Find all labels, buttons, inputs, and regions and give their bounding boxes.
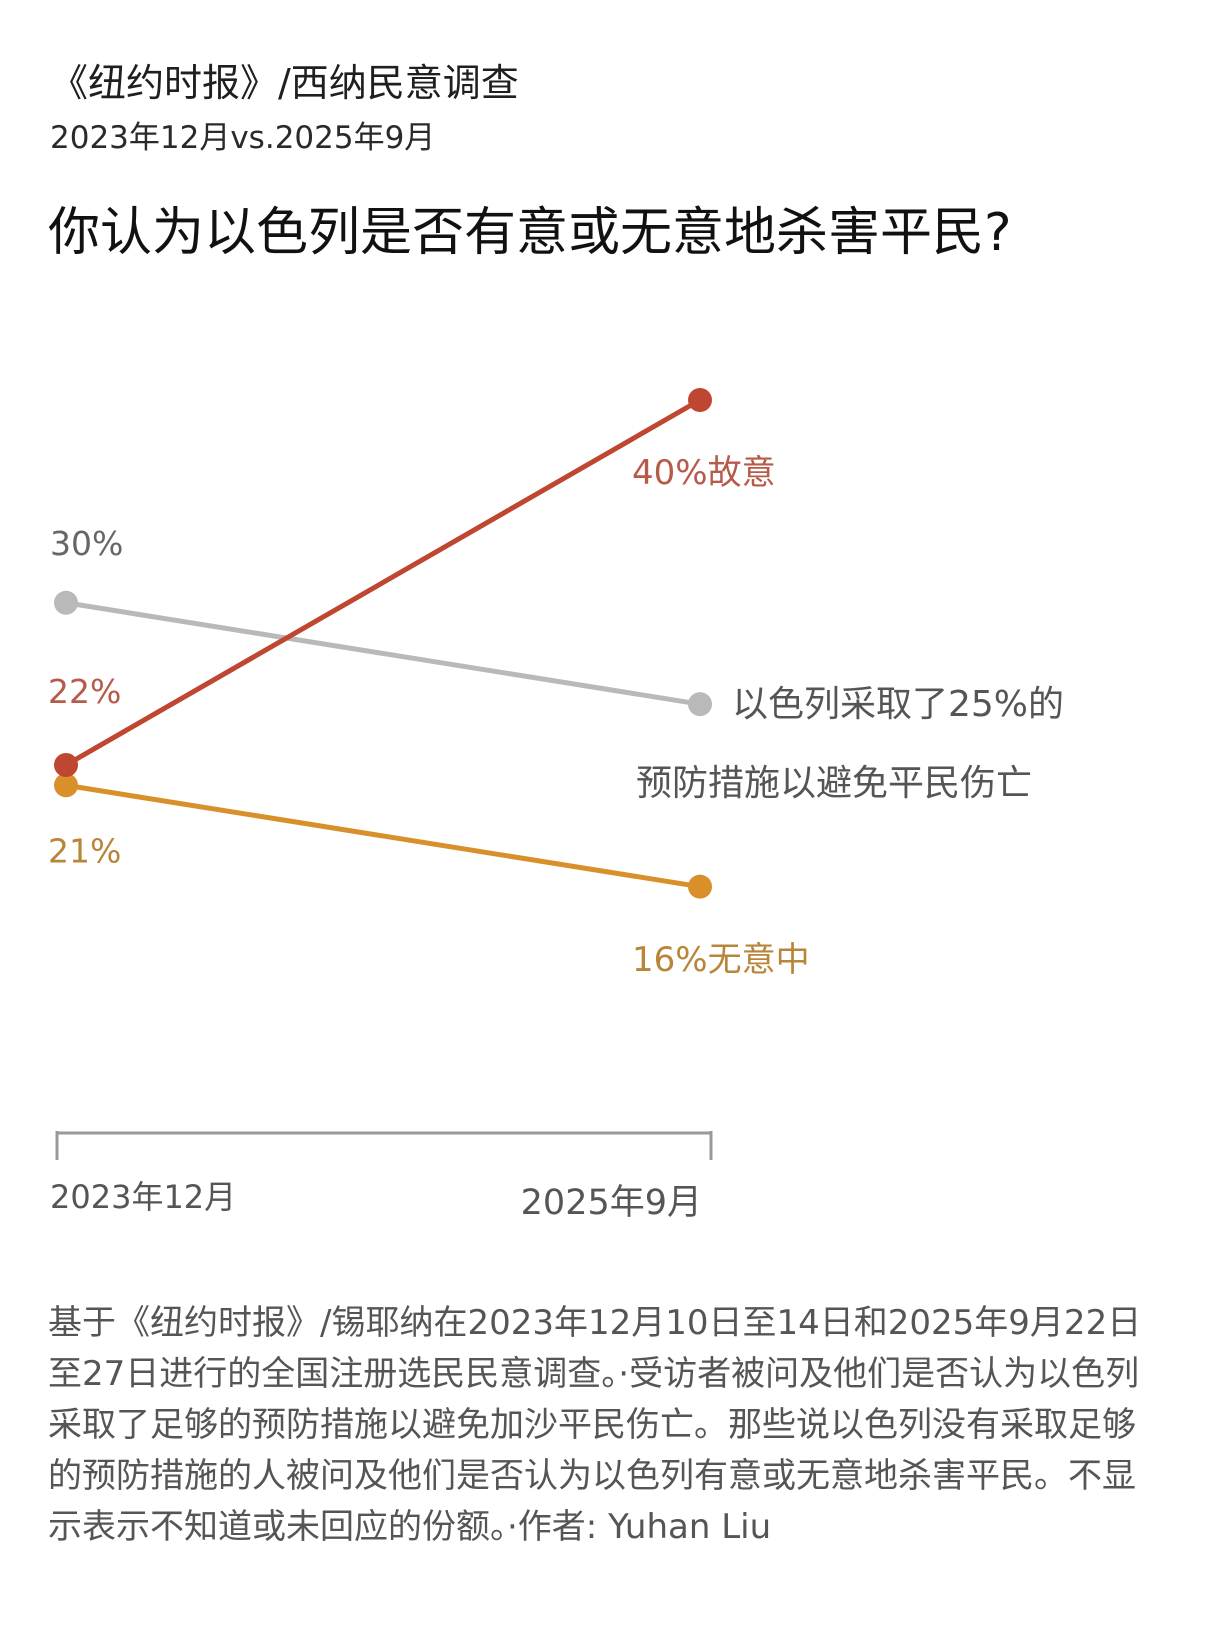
date-range-subtitle: 2023年12月vs.2025年9月 (50, 120, 436, 156)
series-line-unintentional (63, 782, 703, 890)
point-end-unintentional (688, 874, 712, 899)
source-title: 《纽约时报》/西纳民意调查 (50, 61, 519, 105)
end-label-precautions-line-2: 预防措施以避免平民伤亡 (636, 763, 1032, 804)
start-label-unintentional: 21% (48, 831, 121, 870)
point-end-intentional (688, 388, 712, 412)
end-label-intentional: 40%故意 (632, 453, 776, 493)
footnote-text: 基于《纽约时报》/锡耶纳在2023年12月10日至14日和2025年9月22日至… (48, 1303, 1142, 1547)
point-start-unintentional (54, 773, 78, 798)
series-line-intentional (63, 397, 703, 768)
chart-question-title: 你认为以色列是否有意或无意地杀害平民? (48, 203, 1012, 263)
point-start-intentional (54, 753, 78, 777)
start-label-intentional: 22% (48, 672, 121, 711)
x-tick-label-start: 2023年12月 (50, 1178, 236, 1216)
end-label-precautions-line-1: 以色列采取了25%的 (732, 684, 1064, 725)
start-label-precautions: 30% (50, 524, 123, 563)
point-end-precautions (688, 692, 712, 717)
series-line-precautions (63, 600, 703, 707)
point-start-precautions (54, 590, 78, 615)
x-tick-label-end: 2025年9月 (521, 1183, 702, 1223)
end-label-unintentional: 16%无意中 (632, 940, 810, 980)
